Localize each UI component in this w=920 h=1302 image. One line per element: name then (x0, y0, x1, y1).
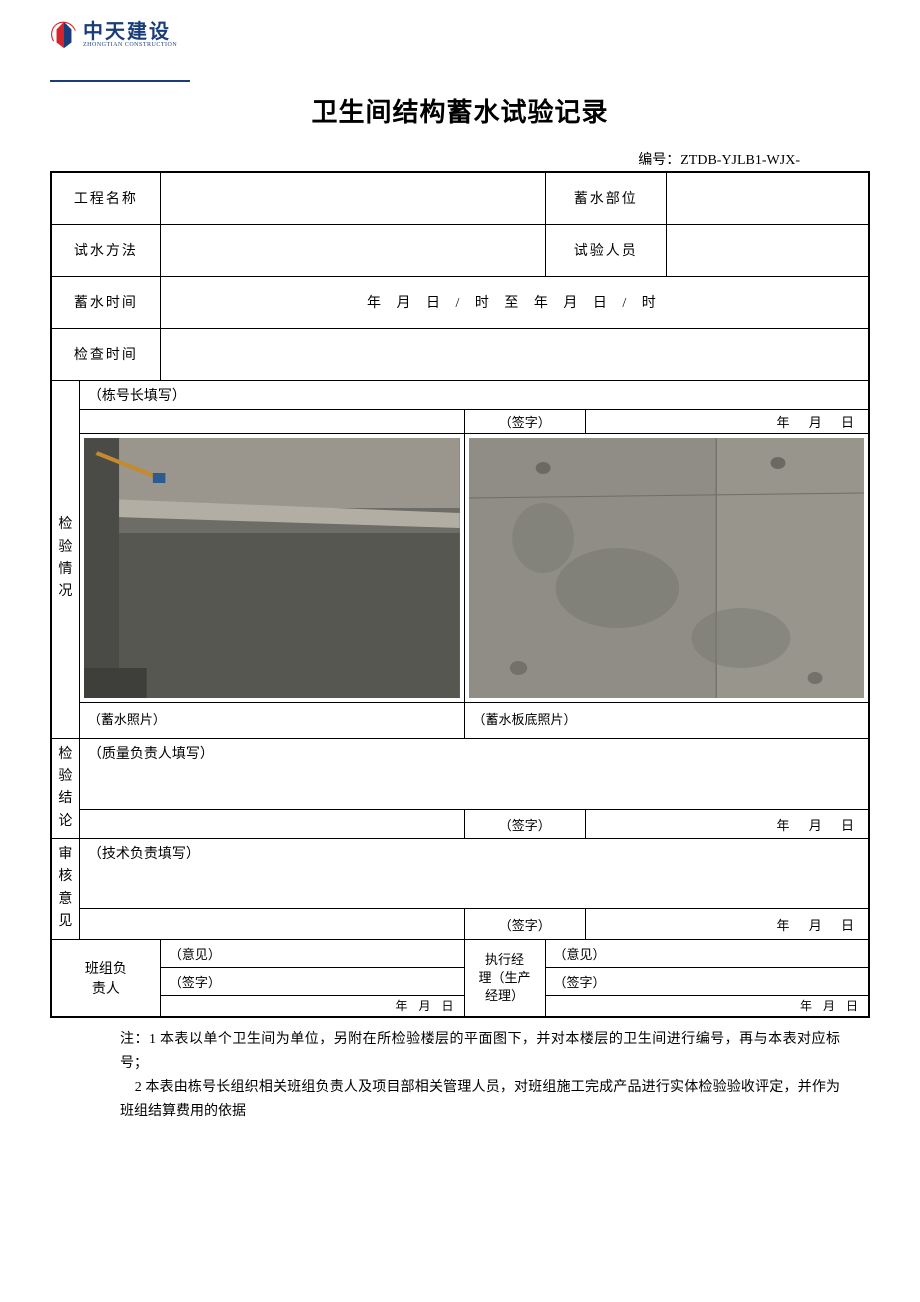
field-project-name (160, 172, 545, 224)
team-date: 年 月 日 (160, 995, 464, 1017)
inspection-fill-note: （栋号长填写） (79, 380, 869, 409)
field-check-time (160, 328, 869, 380)
label-team-leader: 班组负责人 (51, 939, 160, 1017)
label-approval: 审核意见 (51, 839, 79, 940)
label-tester: 试验人员 (545, 224, 666, 276)
logo-company-en: ZHONGTIAN CONSTRUCTION (83, 42, 177, 48)
document-title: 卫生间结构蓄水试验记录 (50, 92, 870, 129)
photo-left-cell (79, 433, 464, 702)
conclusion-sign-label: （签字） (464, 810, 585, 839)
exec-sign: （签字） (545, 967, 869, 995)
logo-underline (50, 80, 190, 82)
conclusion-date: 年 月 日 (586, 810, 870, 839)
label-project-name: 工程名称 (51, 172, 160, 224)
document-number: 编号：ZTDB-YJLB1-WJX- (50, 149, 870, 169)
footnotes: 注：1 本表以单个卫生间为单位，另附在所检验楼层的平面图下，并对本楼层的卫生间进… (50, 1018, 870, 1123)
label-storage-time: 蓄水时间 (51, 276, 160, 328)
photo-left-caption: （蓄水照片） (79, 702, 464, 738)
label-exec-manager: 执行经理（生产经理） (464, 939, 545, 1017)
label-check-time: 检查时间 (51, 328, 160, 380)
conclusion-fill-note: （质量负责人填写） (79, 738, 869, 810)
company-logo: 中天建设 ZHONGTIAN CONSTRUCTION (50, 20, 870, 50)
approval-date: 年 月 日 (586, 909, 870, 939)
logo-icon (50, 20, 78, 50)
field-storage-part (666, 172, 869, 224)
inspection-sign-label: （签字） (464, 409, 585, 433)
label-test-method: 试水方法 (51, 224, 160, 276)
field-test-method (160, 224, 545, 276)
record-table: 工程名称 蓄水部位 试水方法 试验人员 蓄水时间 年 月 日 / 时 至 年 月… (50, 171, 870, 1018)
label-inspection: 检验情况 (51, 380, 79, 738)
label-conclusion: 检验结论 (51, 738, 79, 839)
logo-company-cn: 中天建设 (83, 22, 177, 42)
field-tester (666, 224, 869, 276)
approval-fill-note: （技术负责填写） (79, 839, 869, 909)
team-sign: （签字） (160, 967, 464, 995)
inspection-date: 年 月 日 (586, 409, 870, 433)
approval-sign-label: （签字） (464, 909, 585, 939)
team-opinion: （意见） (160, 939, 464, 967)
field-storage-time: 年 月 日 / 时 至 年 月 日 / 时 (160, 276, 869, 328)
photo-right-caption: （蓄水板底照片） (464, 702, 869, 738)
exec-opinion: （意见） (545, 939, 869, 967)
photo-water-storage (84, 438, 460, 698)
exec-date: 年 月 日 (545, 995, 869, 1017)
label-storage-part: 蓄水部位 (545, 172, 666, 224)
photo-slab-bottom (469, 438, 864, 698)
photo-right-cell (464, 433, 869, 702)
